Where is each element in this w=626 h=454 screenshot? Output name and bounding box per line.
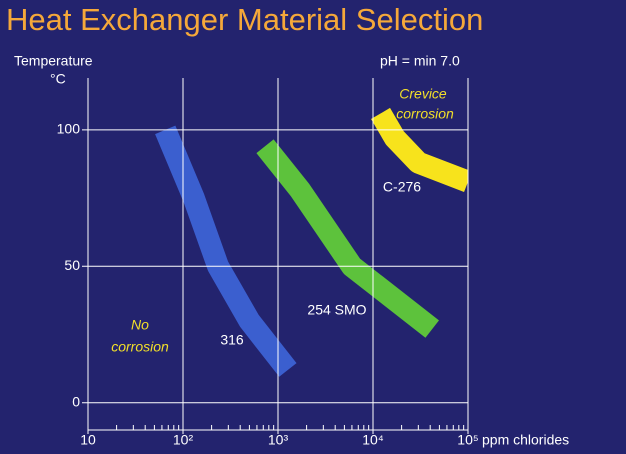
- x-tick-label: 10⁵: [457, 432, 478, 448]
- y-axis-label: Temperature: [14, 53, 93, 69]
- x-tick-label: 10²: [173, 432, 194, 448]
- x-tick-label: 10⁴: [362, 432, 384, 448]
- annotation: No: [131, 317, 149, 333]
- series-label: 316: [220, 332, 244, 348]
- bands: [155, 107, 468, 377]
- annotation: corrosion: [111, 339, 169, 355]
- y-tick-label: 0: [72, 393, 80, 409]
- series-label: C-276: [383, 179, 421, 195]
- x-axis-label: ppm chlorides: [482, 432, 569, 448]
- x-tick-label: 10: [80, 432, 96, 448]
- x-tick-label: 10³: [268, 432, 289, 448]
- subtitle: pH = min 7.0: [380, 53, 460, 69]
- series-label: 254 SMO: [307, 302, 366, 318]
- y-tick-label: 100: [57, 121, 81, 137]
- y-tick-label: 50: [64, 257, 80, 273]
- annotation: corrosion: [396, 106, 454, 122]
- material-band: [256, 139, 439, 338]
- y-axis-unit: °C: [50, 71, 66, 87]
- annotation: Crevice: [399, 86, 447, 102]
- material-band: [371, 107, 468, 192]
- chart-title: Heat Exchanger Material Selection: [6, 2, 483, 37]
